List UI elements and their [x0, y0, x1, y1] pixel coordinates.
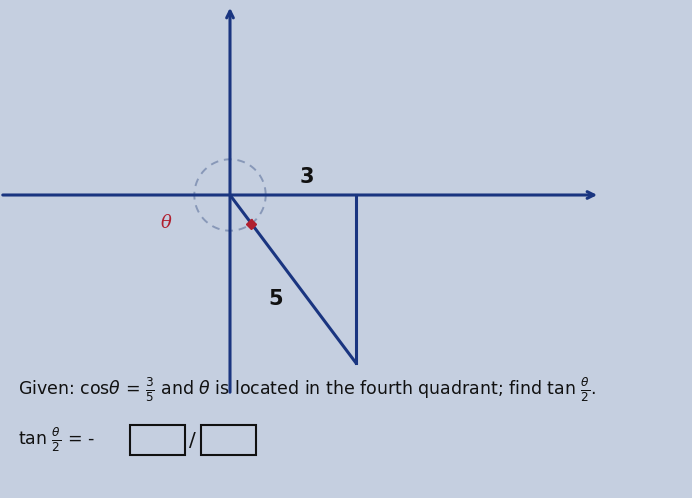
Text: 3: 3	[300, 167, 313, 187]
Text: Given: cos$\theta$ = $\frac{3}{5}$ and $\theta$ is located in the fourth quadran: Given: cos$\theta$ = $\frac{3}{5}$ and $…	[18, 376, 597, 404]
Text: 5: 5	[268, 289, 283, 309]
Text: θ: θ	[161, 214, 172, 232]
Text: /: /	[189, 430, 196, 450]
Text: tan $\frac{\theta}{2}$ = -: tan $\frac{\theta}{2}$ = -	[18, 426, 95, 454]
